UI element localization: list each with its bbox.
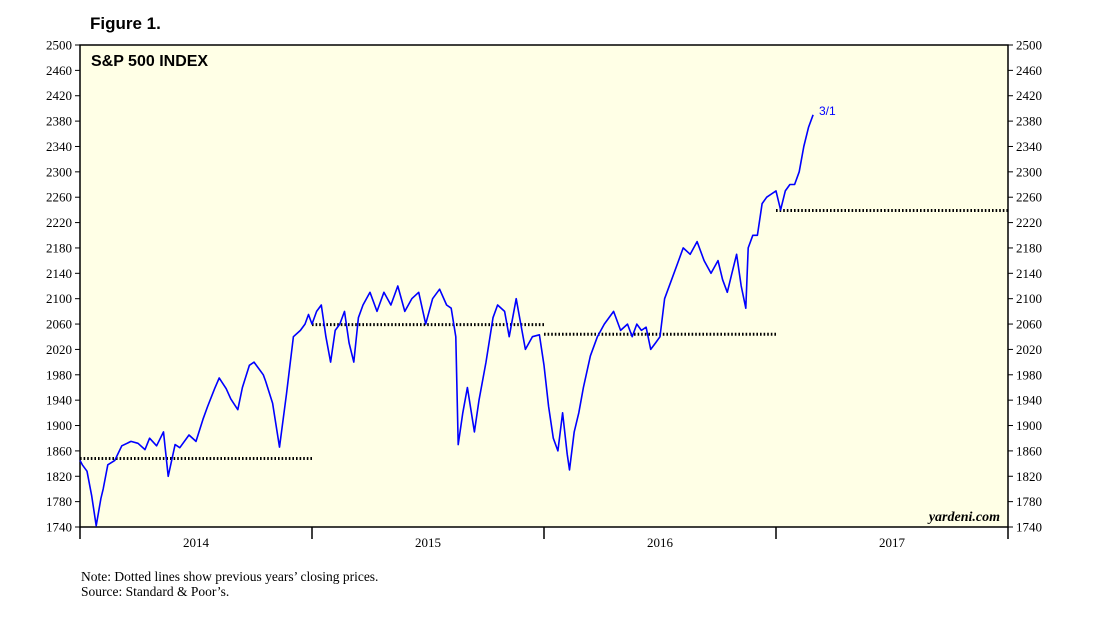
y-tick-label-right: 1740 <box>1016 520 1042 535</box>
axis-ticks: 1740 1740 1780 1780 1820 1820 1860 1860 1900 1900… <box>46 38 1042 535</box>
y-tick-label-right: 1780 <box>1016 494 1042 509</box>
y-tick-label-right: 1940 <box>1016 393 1042 408</box>
y-tick-label-right: 2380 <box>1016 114 1042 129</box>
y-tick-label-right: 2100 <box>1016 291 1042 306</box>
y-tick-label-left: 1940 <box>46 393 72 408</box>
y-tick-label-right: 2420 <box>1016 88 1042 103</box>
y-tick-label-left: 2060 <box>46 317 72 332</box>
y-tick-label-right: 2340 <box>1016 139 1042 154</box>
y-tick-label-left: 2420 <box>46 88 72 103</box>
y-tick-label-right: 1900 <box>1016 418 1042 433</box>
y-tick-label-right: 2180 <box>1016 240 1042 255</box>
y-tick-label-right: 1860 <box>1016 443 1042 458</box>
y-tick-label-left: 2220 <box>46 215 72 230</box>
y-tick-label-left: 2460 <box>46 63 72 78</box>
y-tick-label-left: 2300 <box>46 164 72 179</box>
y-tick-label-left: 2380 <box>46 114 72 129</box>
x-year-label: 2015 <box>415 535 441 550</box>
y-tick-label-left: 2140 <box>46 266 72 281</box>
y-tick-label-right: 1820 <box>1016 469 1042 484</box>
y-tick-label-right: 2300 <box>1016 164 1042 179</box>
y-tick-label-left: 1740 <box>46 520 72 535</box>
series-group <box>79 114 814 527</box>
y-tick-label-left: 2100 <box>46 291 72 306</box>
yardeni-watermark: yardeni.com <box>927 510 1000 525</box>
end-date-label: 3/1 <box>819 104 836 118</box>
y-tick-label-right: 2220 <box>1016 215 1042 230</box>
y-tick-label-left: 2180 <box>46 240 72 255</box>
y-tick-label-left: 1780 <box>46 494 72 509</box>
sp500-series-line <box>79 114 814 527</box>
note-text: Note: Dotted lines show previous years’ … <box>81 569 379 584</box>
figure-label: Figure 1. <box>90 14 161 33</box>
y-tick-label-left: 1980 <box>46 367 72 382</box>
y-tick-label-left: 1900 <box>46 418 72 433</box>
y-tick-label-right: 2140 <box>1016 266 1042 281</box>
chart-title: S&P 500 INDEX <box>91 53 208 70</box>
y-tick-label-right: 2060 <box>1016 317 1042 332</box>
y-tick-label-right: 1980 <box>1016 367 1042 382</box>
x-axis: 2014 2015 2016 2017 <box>79 527 1009 550</box>
y-tick-label-left: 2500 <box>46 38 72 53</box>
y-tick-label-left: 1860 <box>46 443 72 458</box>
x-year-label: 2014 <box>183 535 210 550</box>
y-tick-label-right: 2260 <box>1016 190 1042 205</box>
source-text: Source: Standard & Poor’s. <box>81 584 230 599</box>
y-tick-label-left: 2020 <box>46 342 72 357</box>
y-tick-label-left: 1820 <box>46 469 72 484</box>
y-tick-label-right: 2500 <box>1016 38 1042 53</box>
plot-area <box>79 44 1009 528</box>
y-tick-label-right: 2460 <box>1016 63 1042 78</box>
y-tick-label-right: 2020 <box>1016 342 1042 357</box>
y-tick-label-left: 2260 <box>46 190 72 205</box>
x-year-label: 2016 <box>647 535 674 550</box>
y-tick-label-left: 2340 <box>46 139 72 154</box>
notes: Note: Dotted lines show previous years’ … <box>81 569 378 599</box>
x-year-label: 2017 <box>879 535 906 550</box>
